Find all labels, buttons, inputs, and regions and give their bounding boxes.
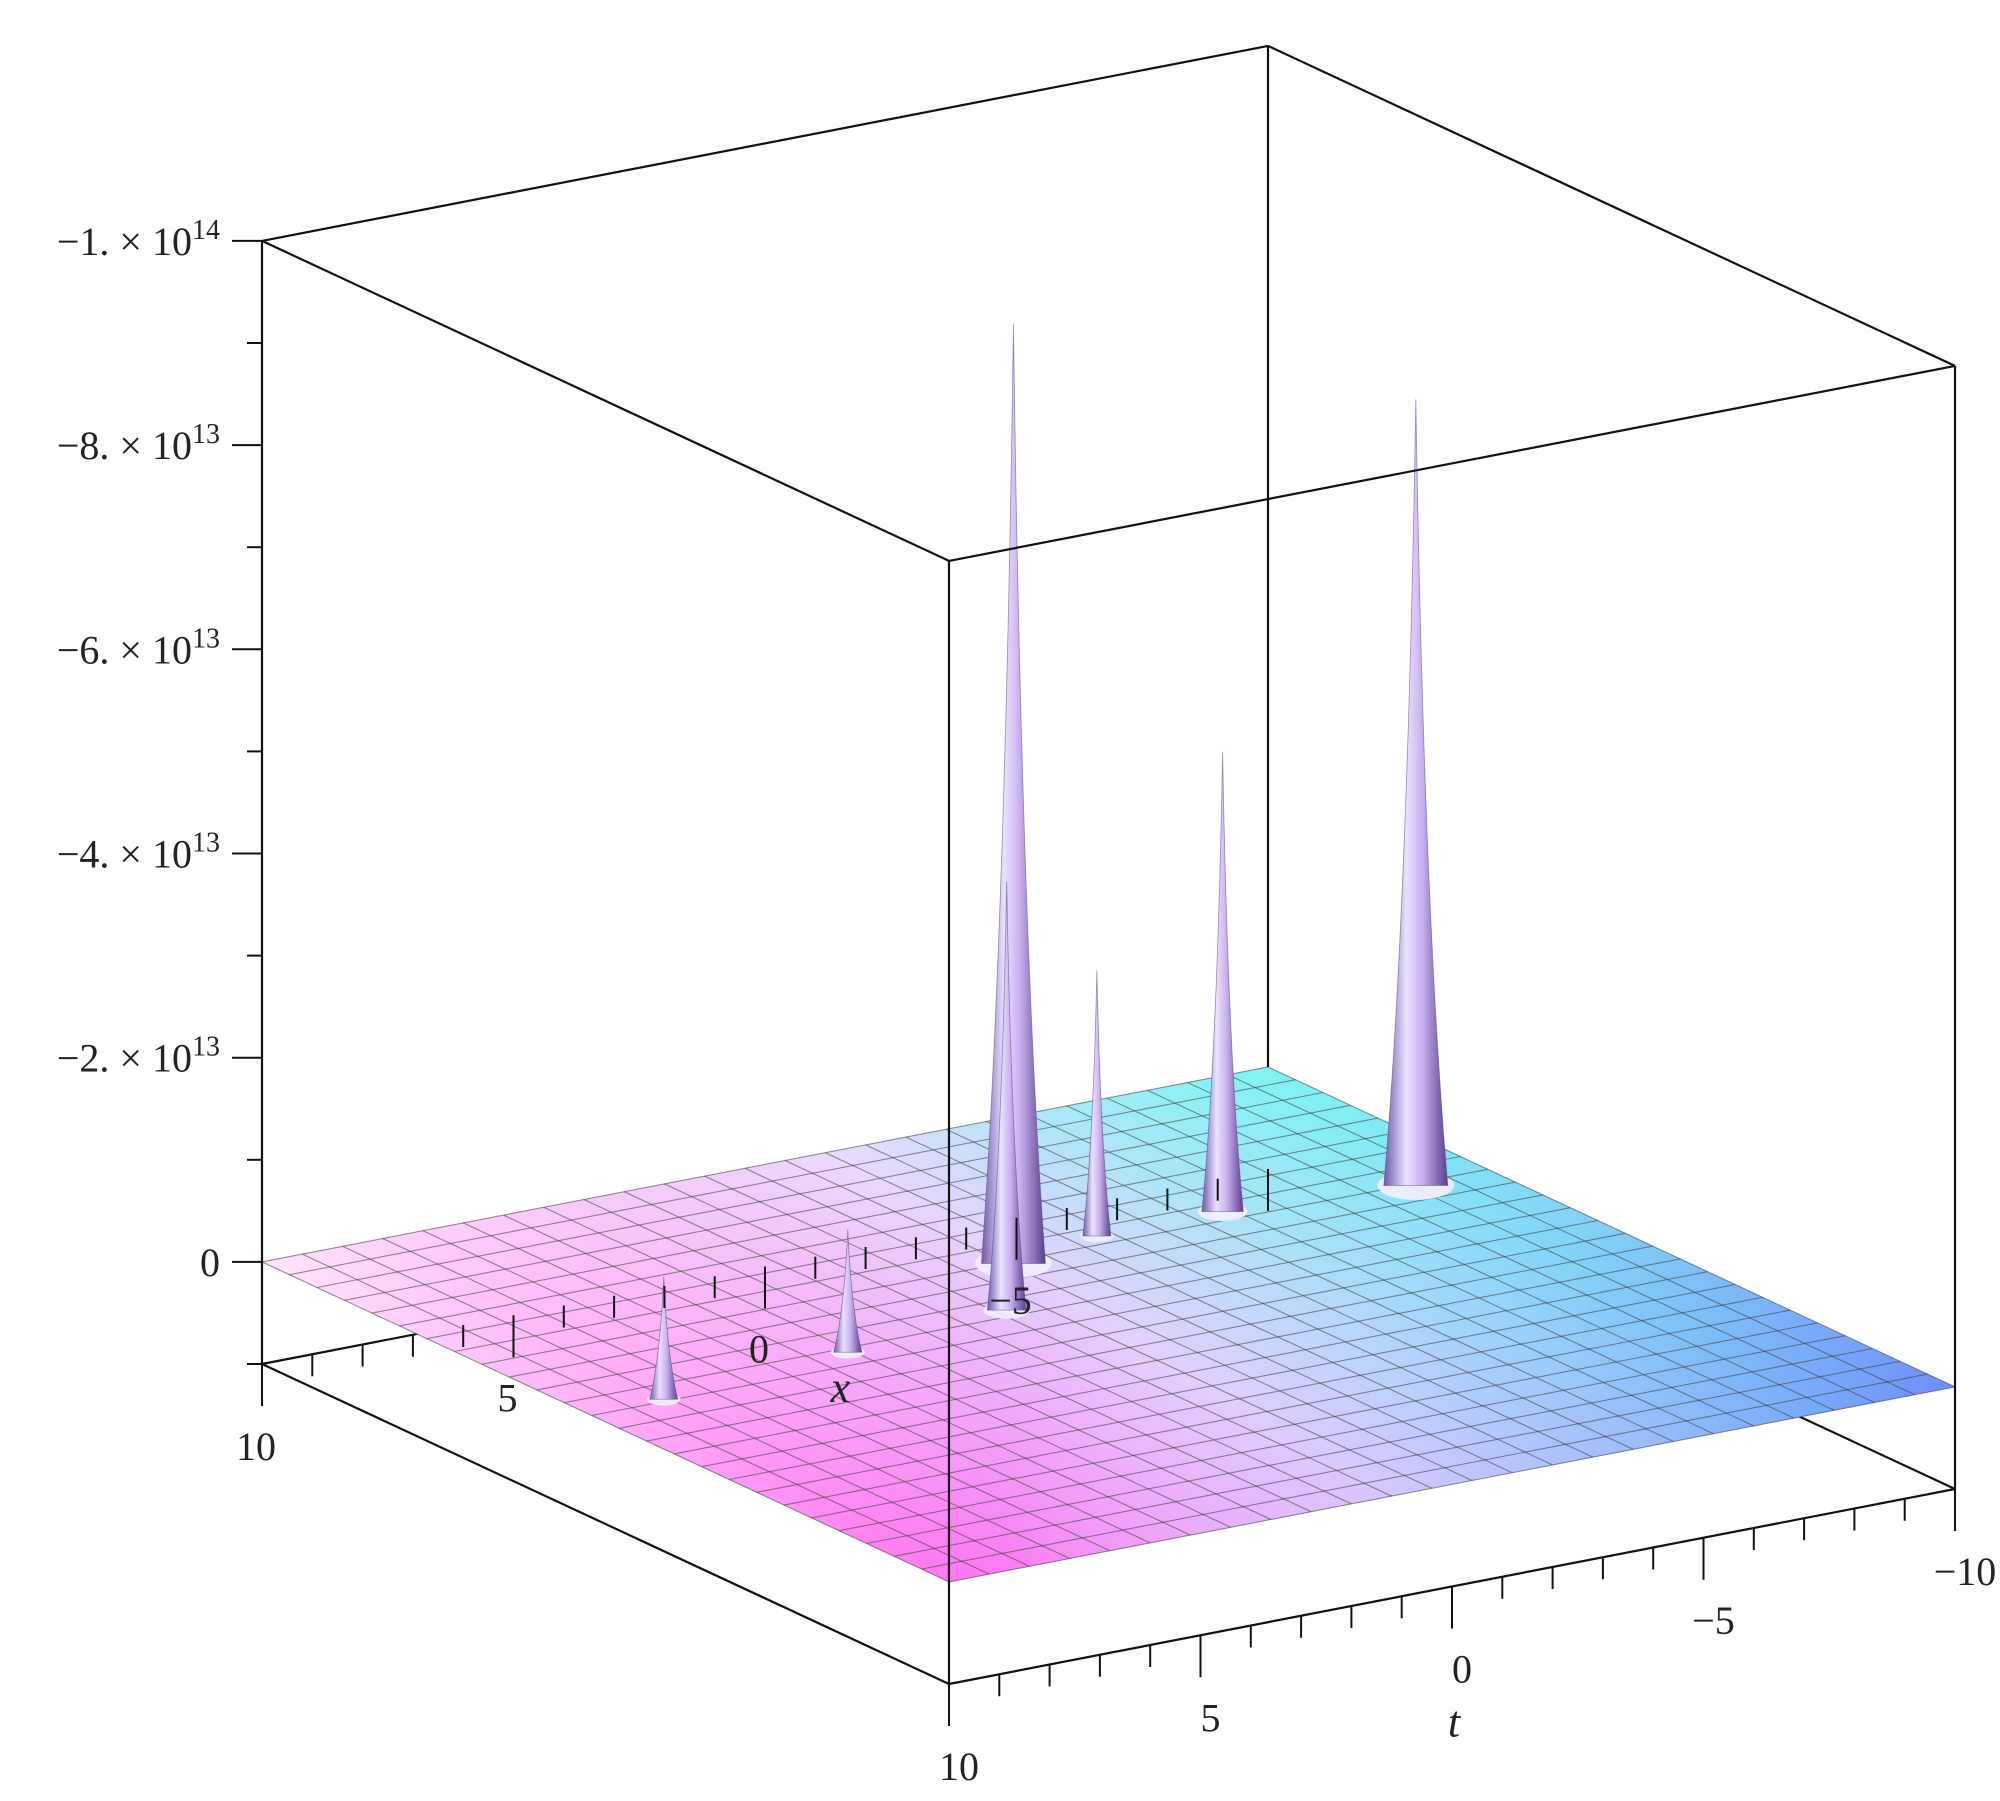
x-tick-label: −5 [989, 1278, 1032, 1323]
grid-line-t [756, 1296, 1763, 1493]
surface-peak [1197, 752, 1248, 1221]
grid-line-t [811, 1322, 1818, 1519]
box-edge-floor-left-front [261, 1363, 950, 1685]
grid-line-x [664, 1183, 1352, 1505]
front-box-edges [260, 239, 1957, 1686]
peak-spike [1383, 399, 1449, 1186]
peak-spike [833, 1229, 863, 1353]
grid-line-t [426, 1143, 1433, 1340]
grid-line-t [591, 1219, 1598, 1417]
grid-line-x [865, 1144, 1553, 1466]
peak-spike [649, 1276, 679, 1400]
grid-line-x [1066, 1105, 1755, 1427]
box-edge-top-right-back [1267, 44, 1956, 367]
grid-line-x [342, 1245, 1030, 1567]
axis-labels: 0 −2. × 1013 −4. × 1013 −6. × 1013 −8. × 101… [57, 215, 1996, 1789]
grid-line-x [704, 1175, 1392, 1497]
grid-line-x [543, 1206, 1231, 1528]
grid-line-x [1187, 1082, 1875, 1403]
surface-peak [1080, 970, 1114, 1243]
grid-line-t [838, 1335, 1846, 1532]
grid-line-t [646, 1245, 1653, 1442]
t-axis-label: t [1448, 1698, 1462, 1747]
grid-line-t [454, 1155, 1461, 1353]
grid-line-t [866, 1347, 1873, 1545]
grid-line-x [382, 1238, 1070, 1559]
grid-line-x [302, 1253, 990, 1575]
grid-line-x [422, 1230, 1111, 1552]
grid-line-t [784, 1309, 1791, 1506]
x-tick-label: 10 [236, 1424, 276, 1469]
grid-line-x [945, 1128, 1634, 1450]
t-tick-label: −5 [1692, 1598, 1735, 1643]
surface-plane-shading [262, 1066, 1955, 1582]
grid-line-t [729, 1283, 1736, 1481]
peak-spike [986, 881, 1027, 1311]
peak-spike [980, 324, 1046, 1264]
grid-line-t [289, 1079, 1296, 1276]
surface-peak [646, 1276, 681, 1406]
grid-line-x [1026, 1113, 1714, 1435]
t-tick-label: 5 [1201, 1695, 1221, 1740]
surface-grid [261, 1066, 1956, 1583]
grid-line-t [536, 1194, 1543, 1391]
surface-peak [983, 881, 1030, 1319]
grid-line-x [784, 1160, 1473, 1481]
z-tick-label: 0 [200, 1240, 220, 1285]
grid-line-t [893, 1360, 1901, 1557]
surface-peaks [646, 324, 1455, 1406]
z-tick-label: −4. × 1013 [57, 828, 220, 877]
z-tick-label: −6. × 1013 [57, 623, 220, 672]
grid-line-x [1147, 1089, 1835, 1411]
grid-line-x [583, 1199, 1272, 1520]
z-tick-label: −8. × 1013 [57, 419, 220, 468]
x-tick-label: 5 [498, 1375, 518, 1420]
grid-line-t [344, 1104, 1351, 1301]
x-tick-label: 0 [749, 1327, 769, 1372]
grid-line-x [623, 1191, 1312, 1513]
grid-line-t [316, 1091, 1324, 1289]
box-edge-top-left-back [261, 44, 1269, 242]
t-tick-label: 10 [939, 1744, 979, 1789]
grid-line-x [462, 1222, 1151, 1544]
z-tick-label: −1. × 1014 [57, 215, 220, 264]
box-edge-top-right-front [948, 364, 1956, 562]
t-tick-label: −10 [1934, 1549, 1997, 1594]
t-tick-label: 0 [1452, 1647, 1472, 1692]
peak-spike [1082, 970, 1112, 1237]
grid-line-x [1267, 1066, 1956, 1388]
peak-spike [1201, 752, 1244, 1213]
grid-line-t [619, 1232, 1626, 1429]
surface [262, 1066, 1955, 1582]
grid-line-t [921, 1373, 1928, 1570]
grid-line-x [261, 1261, 950, 1583]
grid-line-t [948, 1386, 1956, 1583]
box-edge-top-left-front [261, 239, 950, 562]
grid-line-x [744, 1167, 1433, 1489]
grid-line-t [564, 1207, 1571, 1404]
grid-line-t [674, 1258, 1681, 1455]
grid-line-x [1227, 1074, 1915, 1396]
x-axis-label: x [830, 1363, 851, 1412]
grid-line-x [825, 1152, 1513, 1474]
z-tick-label: −2. × 1013 [57, 1032, 220, 1081]
axis-ticks [232, 239, 1956, 1726]
grid-line-x [503, 1214, 1191, 1536]
surface-peak [831, 1229, 865, 1359]
surface-peak [1377, 399, 1455, 1200]
grid-line-t [701, 1271, 1708, 1468]
